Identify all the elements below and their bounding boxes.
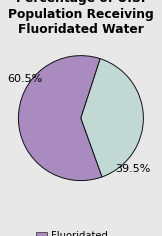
Text: 60.5%: 60.5% xyxy=(7,74,42,84)
Legend: Fluoridated, Nonfluoridated: Fluoridated, Nonfluoridated xyxy=(34,229,128,236)
Wedge shape xyxy=(18,56,102,181)
Text: 39.5%: 39.5% xyxy=(115,164,151,174)
Title: Percentage of U.S.
Population Receiving
Fluoridated Water: Percentage of U.S. Population Receiving … xyxy=(8,0,154,36)
Wedge shape xyxy=(81,59,143,177)
